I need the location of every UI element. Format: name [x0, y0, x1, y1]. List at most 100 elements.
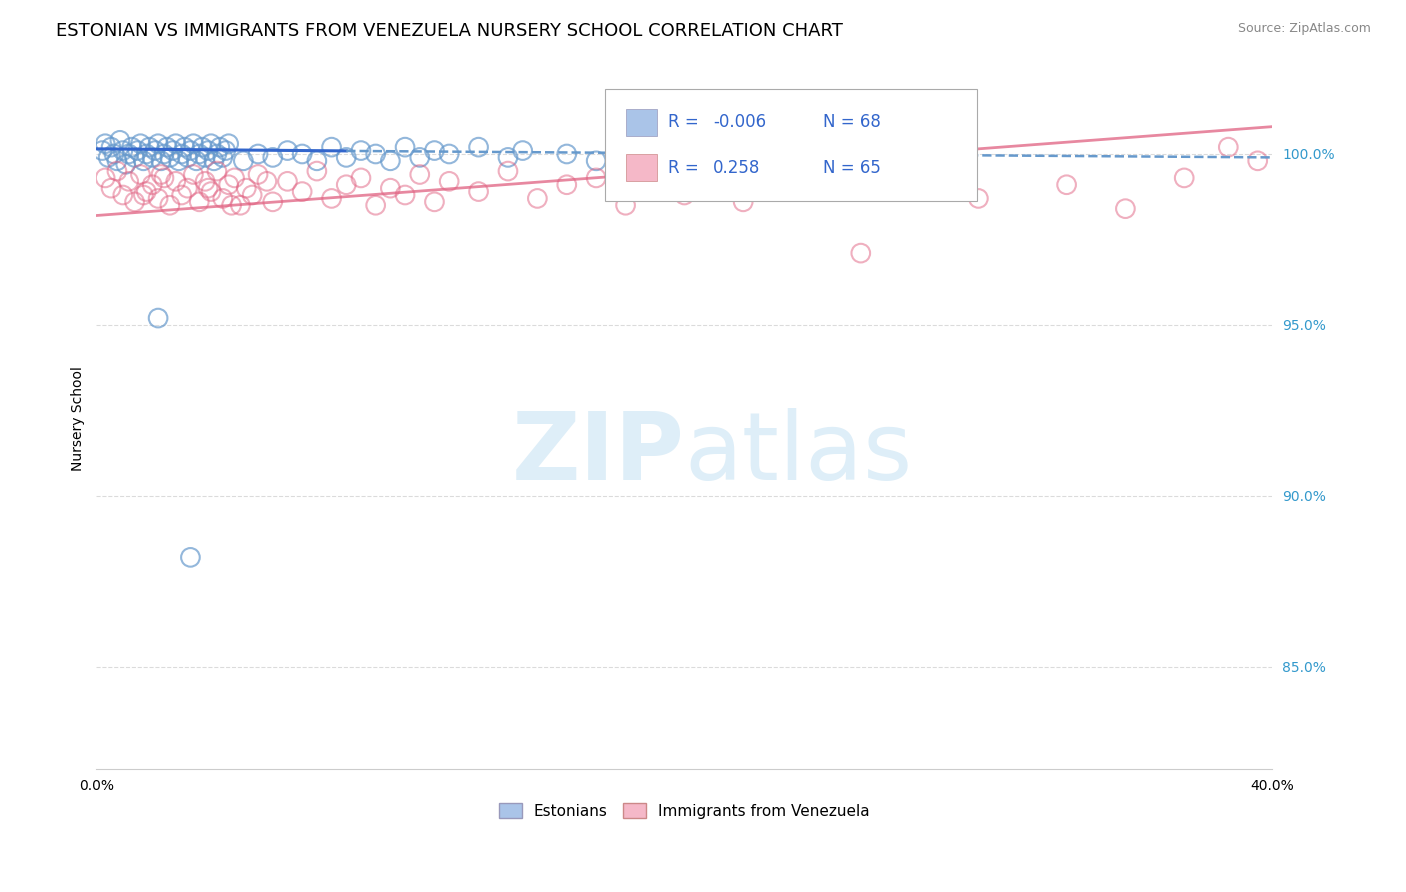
Point: [91, 144, 114, 158]
Point: [218, 136, 240, 151]
Point: [820, 185, 842, 199]
Point: [256, 174, 278, 188]
Point: [211, 150, 233, 164]
Point: [276, 144, 298, 158]
Point: [614, 198, 637, 212]
Point: [135, 147, 157, 161]
Point: [186, 153, 208, 168]
Point: [1247, 153, 1270, 168]
Point: [143, 144, 166, 158]
Point: [197, 181, 219, 195]
Point: [146, 311, 169, 326]
Point: [105, 164, 128, 178]
Text: Source: ZipAtlas.com: Source: ZipAtlas.com: [1237, 22, 1371, 36]
Text: ZIP: ZIP: [512, 408, 685, 500]
Point: [364, 198, 387, 212]
Text: N = 68: N = 68: [823, 113, 880, 131]
Point: [291, 185, 314, 199]
Point: [688, 144, 710, 158]
Point: [156, 140, 179, 154]
Point: [124, 194, 146, 209]
Point: [235, 181, 257, 195]
Point: [118, 147, 141, 161]
Point: [321, 191, 343, 205]
Point: [673, 188, 696, 202]
Text: ESTONIAN VS IMMIGRANTS FROM VENEZUELA NURSERY SCHOOL CORRELATION CHART: ESTONIAN VS IMMIGRANTS FROM VENEZUELA NU…: [56, 22, 844, 40]
Point: [165, 136, 187, 151]
Point: [121, 140, 143, 154]
Text: atlas: atlas: [685, 408, 912, 500]
Point: [111, 188, 134, 202]
Point: [394, 140, 416, 154]
Y-axis label: Nursery School: Nursery School: [72, 367, 86, 471]
Point: [100, 181, 122, 195]
Point: [218, 178, 240, 192]
Point: [153, 147, 176, 161]
Point: [849, 246, 872, 260]
Point: [423, 194, 446, 209]
Point: [276, 174, 298, 188]
Point: [305, 164, 328, 178]
Point: [159, 198, 181, 212]
Point: [132, 153, 155, 168]
Point: [215, 144, 238, 158]
Point: [221, 198, 243, 212]
Legend: Estonians, Immigrants from Venezuela: Estonians, Immigrants from Venezuela: [492, 797, 876, 825]
Point: [467, 185, 489, 199]
Point: [188, 194, 211, 209]
Point: [512, 144, 534, 158]
Point: [555, 178, 578, 192]
Point: [167, 153, 190, 168]
Point: [321, 140, 343, 154]
Point: [1173, 170, 1195, 185]
Point: [202, 153, 225, 168]
Point: [380, 181, 402, 195]
Point: [879, 164, 901, 178]
Point: [247, 147, 270, 161]
Point: [409, 168, 432, 182]
Point: [194, 174, 217, 188]
Point: [176, 181, 198, 195]
Point: [224, 170, 246, 185]
Point: [162, 144, 184, 158]
Point: [135, 185, 157, 199]
Point: [262, 150, 284, 164]
Point: [141, 178, 163, 192]
Point: [761, 174, 783, 188]
Point: [200, 136, 222, 151]
Text: -0.006: -0.006: [713, 113, 766, 131]
Point: [124, 150, 146, 164]
Point: [146, 136, 169, 151]
Point: [150, 153, 173, 168]
Point: [170, 147, 193, 161]
Point: [118, 174, 141, 188]
Point: [205, 147, 228, 161]
Point: [240, 188, 263, 202]
Point: [423, 144, 446, 158]
Point: [94, 170, 117, 185]
Point: [229, 198, 252, 212]
Point: [262, 194, 284, 209]
Text: R =: R =: [668, 113, 704, 131]
Point: [179, 550, 201, 565]
Point: [105, 153, 128, 168]
Point: [100, 140, 122, 154]
Point: [1218, 140, 1240, 154]
Point: [291, 147, 314, 161]
Text: N = 65: N = 65: [823, 159, 880, 177]
Point: [364, 147, 387, 161]
Point: [232, 153, 254, 168]
Point: [146, 191, 169, 205]
Point: [1056, 178, 1078, 192]
Point: [138, 140, 160, 154]
Point: [555, 147, 578, 161]
Point: [467, 140, 489, 154]
Point: [153, 170, 176, 185]
Point: [197, 144, 219, 158]
Point: [176, 150, 198, 164]
Point: [200, 185, 222, 199]
Point: [127, 144, 149, 158]
Point: [380, 153, 402, 168]
Point: [191, 140, 214, 154]
Point: [111, 144, 134, 158]
